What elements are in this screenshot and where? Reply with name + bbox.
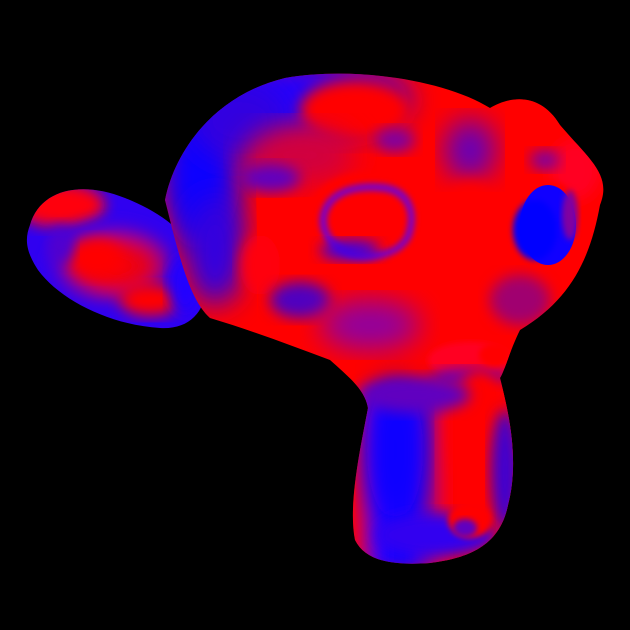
left-eye [305,172,425,269]
right-eye [513,180,583,270]
